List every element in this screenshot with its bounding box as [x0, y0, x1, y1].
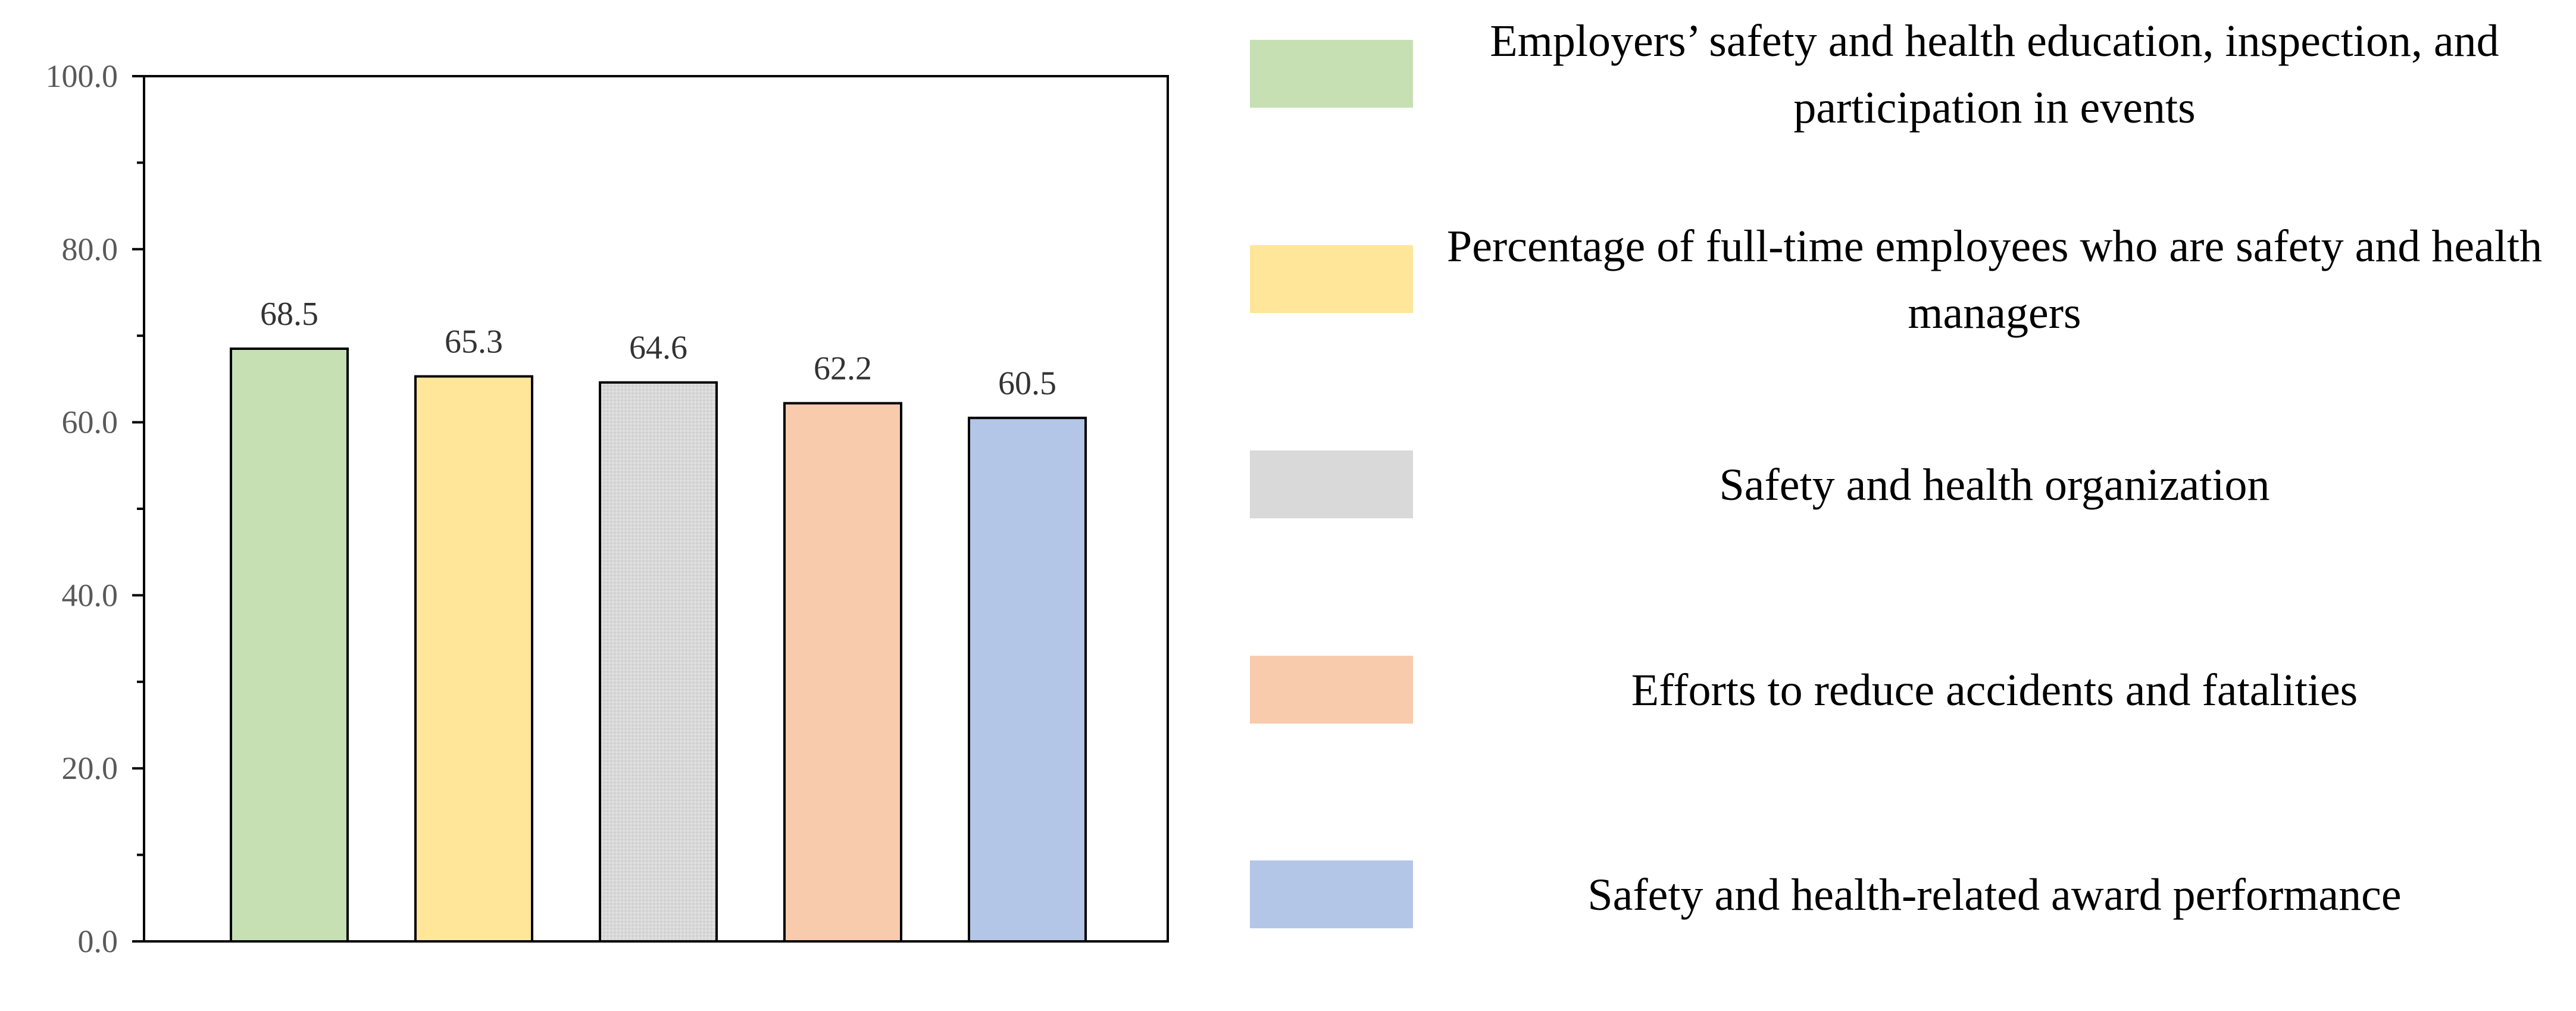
- legend-swatch-yellow: [1250, 245, 1413, 313]
- bar-5: [968, 417, 1087, 943]
- bar-value-label-2: 65.3: [445, 324, 503, 361]
- bar-value-labels: 68.5 65.3 64.6 62.2 60.5: [260, 296, 1056, 402]
- y-tick-label: 80.0: [62, 231, 118, 267]
- bar-4: [783, 402, 902, 943]
- y-tick-label: 100.0: [46, 58, 118, 94]
- legend-swatch-blue: [1250, 860, 1413, 928]
- legend-item-reduce-accidents: Efforts to reduce accidents and fataliti…: [1250, 616, 2576, 806]
- legend-item-organization: Safety and health organization: [1250, 411, 2576, 601]
- legend-swatch-green: [1250, 40, 1413, 108]
- bar-2: [414, 375, 533, 943]
- bar-value-label-3: 64.6: [629, 330, 687, 367]
- legend: Employers’ safety and health education, …: [1250, 0, 2576, 990]
- bar-3: [599, 381, 718, 943]
- bar-chart: 0.0 20.0 40.0 60.0 80.0 100.0 68.5 65.3 64.6 62.…: [46, 58, 1169, 959]
- legend-label-reduce-accidents: Efforts to reduce accidents and fataliti…: [1631, 665, 2358, 715]
- legend-label-organization: Safety and health organization: [1719, 460, 2270, 510]
- y-tick-label: 0.0: [78, 924, 118, 959]
- legend-label-safety-managers: Percentage of full-time employees who ar…: [1446, 221, 2543, 338]
- y-tick-label: 20.0: [62, 750, 118, 786]
- legend-swatch-orange: [1250, 656, 1413, 724]
- y-axis: 0.0 20.0 40.0 60.0 80.0 100.0: [46, 58, 144, 959]
- bar-value-label-5: 60.5: [998, 365, 1056, 402]
- bar-value-label-4: 62.2: [814, 350, 872, 387]
- bar-value-label-1: 68.5: [260, 296, 318, 333]
- legend-item-award-performance: Safety and health-related award performa…: [1250, 821, 2576, 1011]
- legend-label-education-inspection: Employers’ safety and health education, …: [1490, 16, 2499, 133]
- y-tick-label: 40.0: [62, 577, 118, 613]
- legend-label-award-performance: Safety and health-related award performa…: [1587, 870, 2402, 920]
- legend-swatch-gray: [1250, 450, 1413, 518]
- y-tick-label: 60.0: [62, 405, 118, 440]
- bars: [230, 348, 1087, 943]
- legend-item-safety-managers: Percentage of full-time employees who ar…: [1250, 205, 2576, 396]
- legend-item-education-inspection: Employers’ safety and health education, …: [1250, 0, 2576, 190]
- bar-1: [230, 348, 349, 943]
